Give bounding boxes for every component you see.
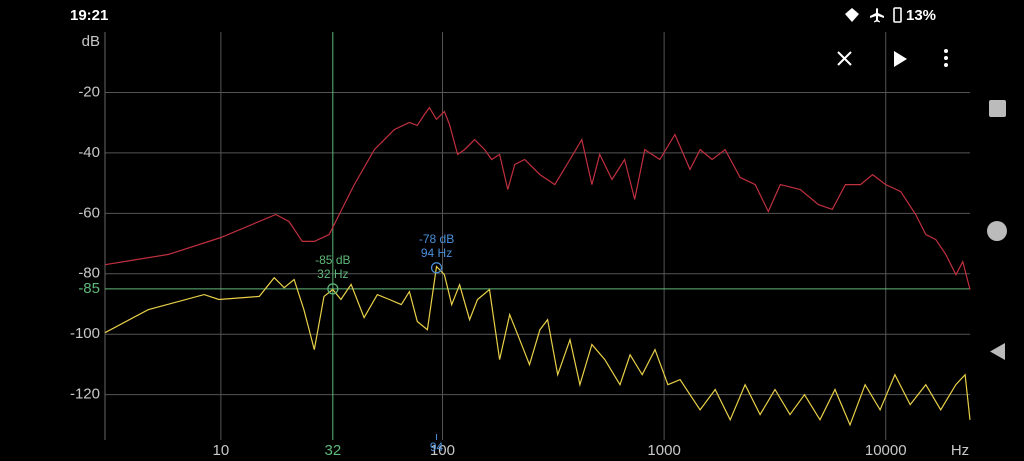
- peak-marker: [430, 262, 443, 274]
- peak-tick-label: 94: [430, 440, 444, 454]
- menu-button[interactable]: [944, 49, 948, 67]
- x-unit: Hz: [951, 442, 969, 459]
- spectrum-line: [104, 106, 971, 290]
- spectrum-line: [104, 265, 971, 427]
- nav-home[interactable]: [987, 221, 1007, 241]
- cursor-y-label: -85: [78, 280, 100, 297]
- marker-db-label: -78 dB: [419, 232, 454, 246]
- play-button[interactable]: [894, 51, 907, 67]
- y-tick-label: -60: [78, 204, 100, 221]
- y-tick-label: -80: [78, 265, 100, 282]
- status-time: 19:21: [70, 7, 108, 24]
- x-tick-label: 10000: [865, 442, 907, 459]
- nav-recents[interactable]: [989, 100, 1006, 117]
- marker-hz-label: 32 Hz: [317, 267, 348, 281]
- airplane-icon: [870, 8, 884, 23]
- y-tick-label: -40: [78, 144, 100, 161]
- y-tick-label: -120: [70, 386, 100, 403]
- nav-back[interactable]: [990, 343, 1005, 360]
- wifi-icon: [845, 8, 859, 22]
- cursor-x-label: 32: [324, 442, 341, 459]
- y-unit: dB: [82, 33, 100, 50]
- peak-marker: [327, 283, 339, 295]
- y-tick-label: -20: [78, 83, 100, 100]
- x-tick-label: 10: [213, 442, 230, 459]
- y-tick-label: -100: [70, 325, 100, 342]
- battery-icon: [893, 7, 902, 23]
- status-battery: 13%: [906, 7, 936, 24]
- x-tick-label: 1000: [647, 442, 680, 459]
- marker-hz-label: 94 Hz: [421, 246, 452, 260]
- close-button[interactable]: [837, 51, 852, 66]
- plot: -20 -40 -60 -80 -100 -120 10 100 1000 10000 dB Hz 32…: [70, 32, 971, 459]
- x-tick-label: 100: [430, 442, 455, 459]
- marker-db-label: -85 dB: [315, 253, 350, 267]
